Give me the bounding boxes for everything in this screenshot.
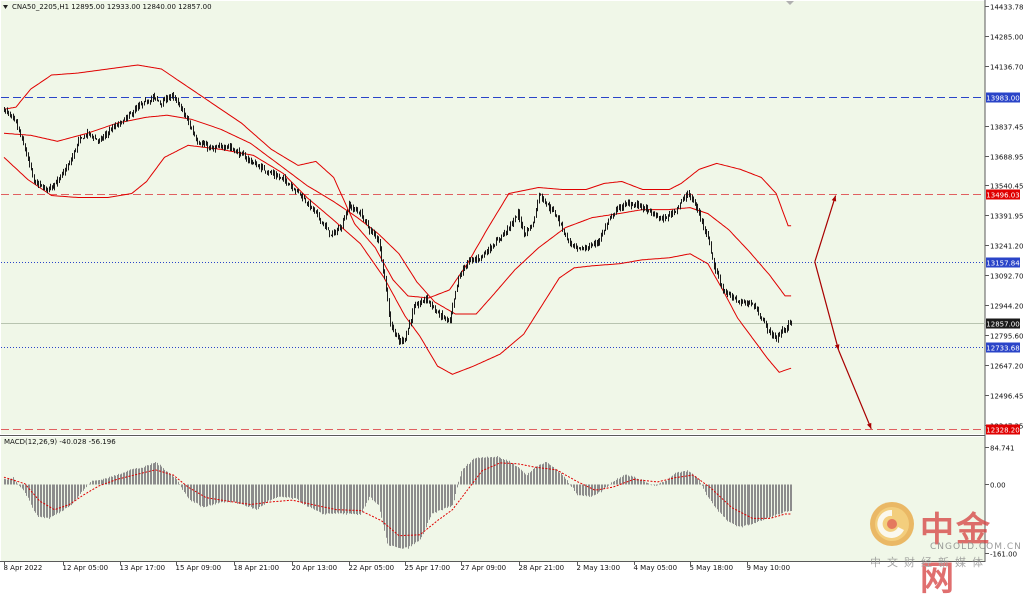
arrow-head-icon <box>831 195 837 202</box>
level-label-bg <box>986 424 1020 435</box>
y-tick-label: 12795.60 <box>990 333 1023 341</box>
level-label: 12733.68 <box>986 345 1019 353</box>
arrow-head-icon <box>834 344 840 351</box>
chart-header: CNA50_2205,H1 12895.00 12933.00 12840.00… <box>12 3 212 11</box>
y-tick-label: 13391.95 <box>990 213 1023 221</box>
upper-band-line[interactable] <box>3 64 792 299</box>
main-pane-bg[interactable] <box>1 1 985 434</box>
level-label: 12857.00 <box>986 321 1019 329</box>
watermark-sub: 中文财经新媒体 <box>870 556 989 569</box>
y-tick-label: 14136.70 <box>990 64 1023 72</box>
x-tick-label: 13 Apr 17:00 <box>120 564 166 572</box>
macd-pane-bg[interactable] <box>1 437 985 561</box>
forecast-arrow[interactable] <box>838 349 872 430</box>
macd-y-tick-label: 0.00 <box>990 482 1006 490</box>
cngold-logo-icon <box>870 502 914 546</box>
level-label-bg <box>986 257 1020 268</box>
x-tick-label: 4 May 05:00 <box>634 564 678 572</box>
x-tick-label: 15 Apr 09:00 <box>176 564 222 572</box>
middle-band-line[interactable] <box>3 114 792 315</box>
y-tick-label: 13540.45 <box>990 183 1023 191</box>
y-tick-label: 13241.20 <box>990 243 1023 251</box>
y-tick-label: 12647.20 <box>990 363 1023 371</box>
level-label: 13983.00 <box>986 95 1019 103</box>
y-tick-label: 13092.70 <box>990 273 1023 281</box>
y-tick-label: 12496.45 <box>990 393 1023 401</box>
y-tick-label: 14433.78 <box>990 4 1023 12</box>
macd-signal-line[interactable] <box>3 462 792 537</box>
x-tick-label: 25 Apr 17:00 <box>405 564 451 572</box>
level-label: 12328.20 <box>986 427 1019 435</box>
y-tick-label: 13688.95 <box>990 154 1023 162</box>
x-tick-label: 5 May 18:00 <box>690 564 734 572</box>
forecast-arrow[interactable] <box>814 261 840 351</box>
y-tick-label: 12944.20 <box>990 303 1023 311</box>
level-label-bg <box>986 318 1020 329</box>
watermark-en: CNGOLD.COM.CN <box>930 542 1022 552</box>
menu-triangle-icon[interactable] <box>3 5 8 9</box>
macd-y-tick-label: -161.00 <box>990 551 1017 559</box>
watermark-logo: 中金网 CNGOLD.COM.CN 中文财经新媒体 <box>868 500 1021 599</box>
macd-y-tick-label: 84.741 <box>990 445 1015 453</box>
x-tick-label: 20 Apr 13:00 <box>292 564 338 572</box>
level-label-bg <box>986 342 1020 353</box>
x-tick-label: 8 Apr 2022 <box>4 564 43 572</box>
level-label: 13157.84 <box>986 260 1020 268</box>
scroll-marker-icon[interactable] <box>786 1 794 5</box>
lower-band-line[interactable] <box>3 144 792 375</box>
level-label: 13496.03 <box>986 192 1019 200</box>
y-tick-label: 14285.00 <box>990 34 1023 42</box>
x-tick-label: 28 Apr 21:00 <box>519 564 565 572</box>
level-label-bg <box>986 92 1020 103</box>
chart-canvas[interactable]: 14433.78 14285.00 14136.70 13837.45 13688.95… <box>0 0 1024 573</box>
x-tick-label: 18 Apr 21:00 <box>234 564 280 572</box>
y-tick-label: 13837.45 <box>990 124 1023 132</box>
x-tick-label: 2 May 13:00 <box>577 564 621 572</box>
arrow-head-icon <box>866 422 872 429</box>
level-label-bg <box>986 189 1020 200</box>
x-tick-label: 22 Apr 05:00 <box>349 564 395 572</box>
x-tick-label: 9 May 10:00 <box>747 564 791 572</box>
x-tick-label: 27 Apr 09:00 <box>461 564 507 572</box>
x-tick-label: 12 Apr 05:00 <box>63 564 109 572</box>
forecast-arrow[interactable] <box>814 195 837 262</box>
macd-header: MACD(12,26,9) -40.028 -56.196 <box>4 438 116 446</box>
